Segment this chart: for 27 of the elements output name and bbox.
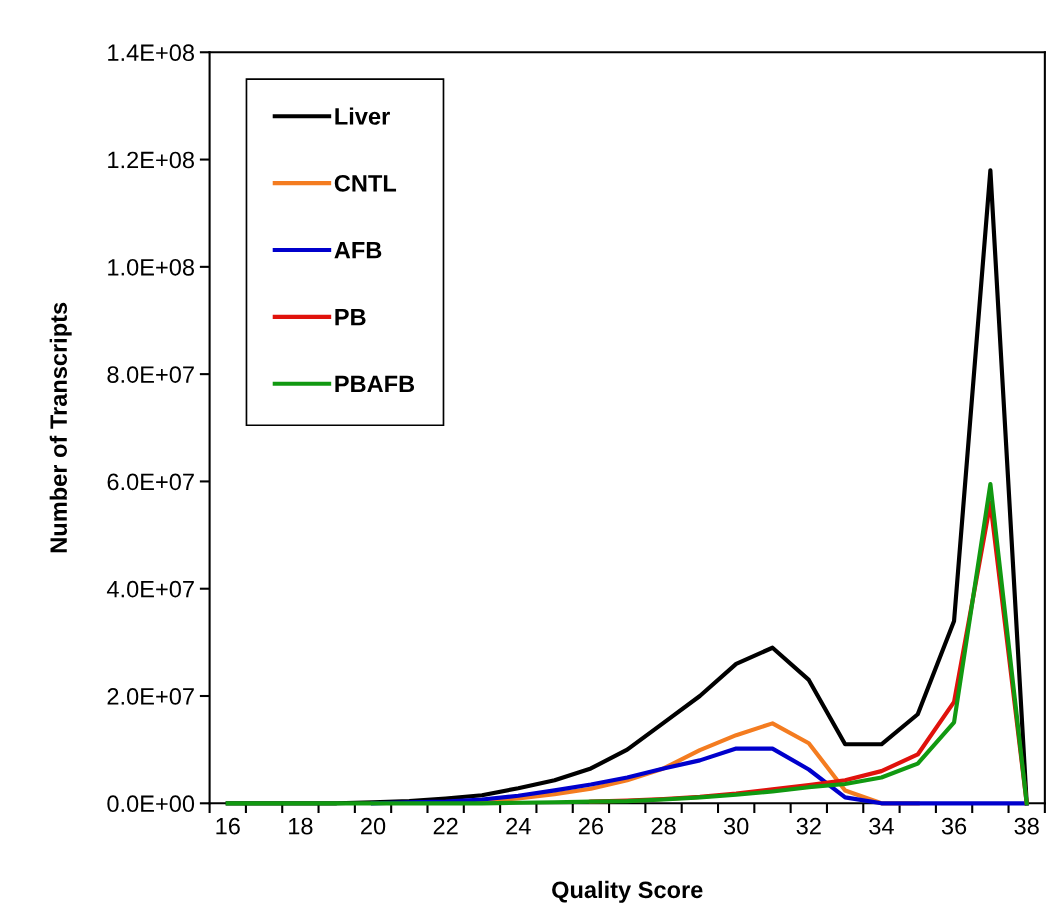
y-tick-label: 6.0E+07 <box>107 473 194 491</box>
x-tick-label: 38 <box>1014 817 1039 835</box>
y-tick-label: 4.0E+07 <box>106 580 194 598</box>
x-axis-title: Quality Score <box>552 880 703 903</box>
y-tick-label: 1.4E+08 <box>108 44 194 62</box>
x-tick-label: 36 <box>941 817 967 835</box>
x-tick-label: 28 <box>651 817 676 835</box>
y-tick-label: 1.2E+08 <box>108 151 194 169</box>
x-tick-label: 20 <box>361 817 386 835</box>
legend-label: PB <box>335 308 366 326</box>
y-tick-label: 2.0E+07 <box>107 688 194 705</box>
x-tick-label: 26 <box>578 817 604 835</box>
x-tick-label: 32 <box>796 817 821 835</box>
y-tick-label: 1.0E+08 <box>108 258 194 276</box>
legend-label: AFB <box>334 242 382 259</box>
x-tick-label: 30 <box>723 817 749 835</box>
x-tick-label: 22 <box>433 817 458 835</box>
x-tick-label: 24 <box>506 817 531 835</box>
y-tick-label: 8.0E+07 <box>107 366 194 383</box>
x-tick-label: 34 <box>869 817 894 835</box>
legend-label: Liver <box>335 107 390 125</box>
legend-label: CNTL <box>334 174 397 192</box>
y-tick-label: 0.0E+00 <box>107 795 195 813</box>
legend-label: PBAFB <box>335 375 415 393</box>
y-axis-title: Number of Transcripts <box>49 302 72 553</box>
x-tick-label: 16 <box>216 817 240 835</box>
x-tick-label: 18 <box>289 817 313 835</box>
